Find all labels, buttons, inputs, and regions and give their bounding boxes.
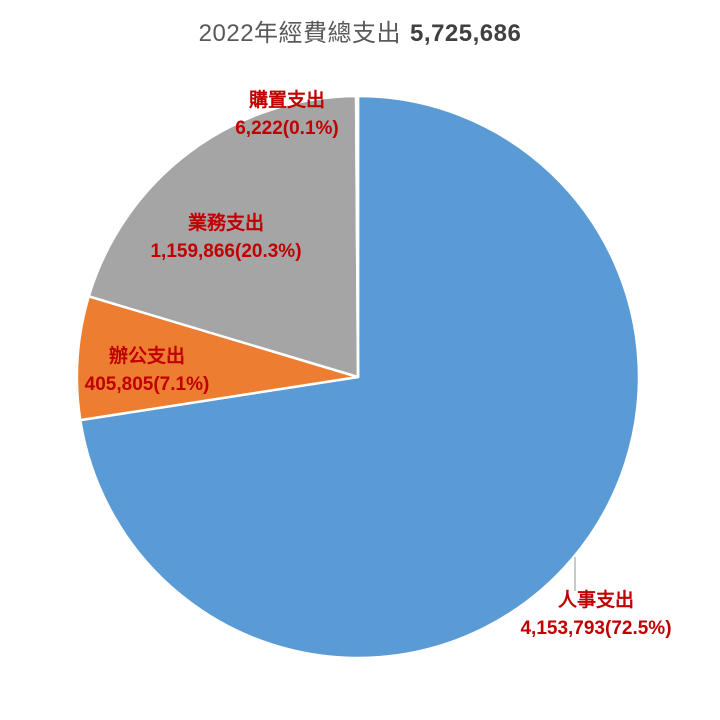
pie-label-purchase-name: 購置支出: [248, 90, 326, 111]
chart-title-value: 5,725,686: [410, 20, 522, 47]
pie-label-business-value: 1,159,866(20.3%): [150, 241, 302, 262]
pie-slice-purchase: [354, 94, 360, 379]
pie-label-office-value: 405,805(7.1%): [84, 374, 210, 395]
pie-label-business: 業務支出 1,159,866(20.3%): [150, 210, 301, 266]
chart-title: 2022年經費總支出 5,725,686: [0, 13, 720, 48]
pie-label-purchase: 購置支出 6,222(0.1%): [235, 87, 339, 143]
pie-slice-personnel: [79, 94, 641, 660]
pie-label-office-name: 辦公支出: [108, 346, 185, 367]
pie-label-personnel-value: 4,153,793(72.5%): [520, 618, 672, 639]
pie-label-business-name: 業務支出: [187, 213, 264, 234]
pie-slice-office: [75, 295, 360, 422]
pie-label-personnel: 人事支出 4,153,793(72.5%): [520, 587, 671, 643]
chart-title-text: 2022年經費總支出: [198, 20, 402, 47]
pie-label-personnel-name: 人事支出: [557, 590, 634, 611]
pie-slice-business: [87, 94, 360, 379]
pie-label-office: 辦公支出 405,805(7.1%): [85, 343, 210, 399]
pie-label-purchase-value: 6,222(0.1%): [235, 118, 339, 139]
